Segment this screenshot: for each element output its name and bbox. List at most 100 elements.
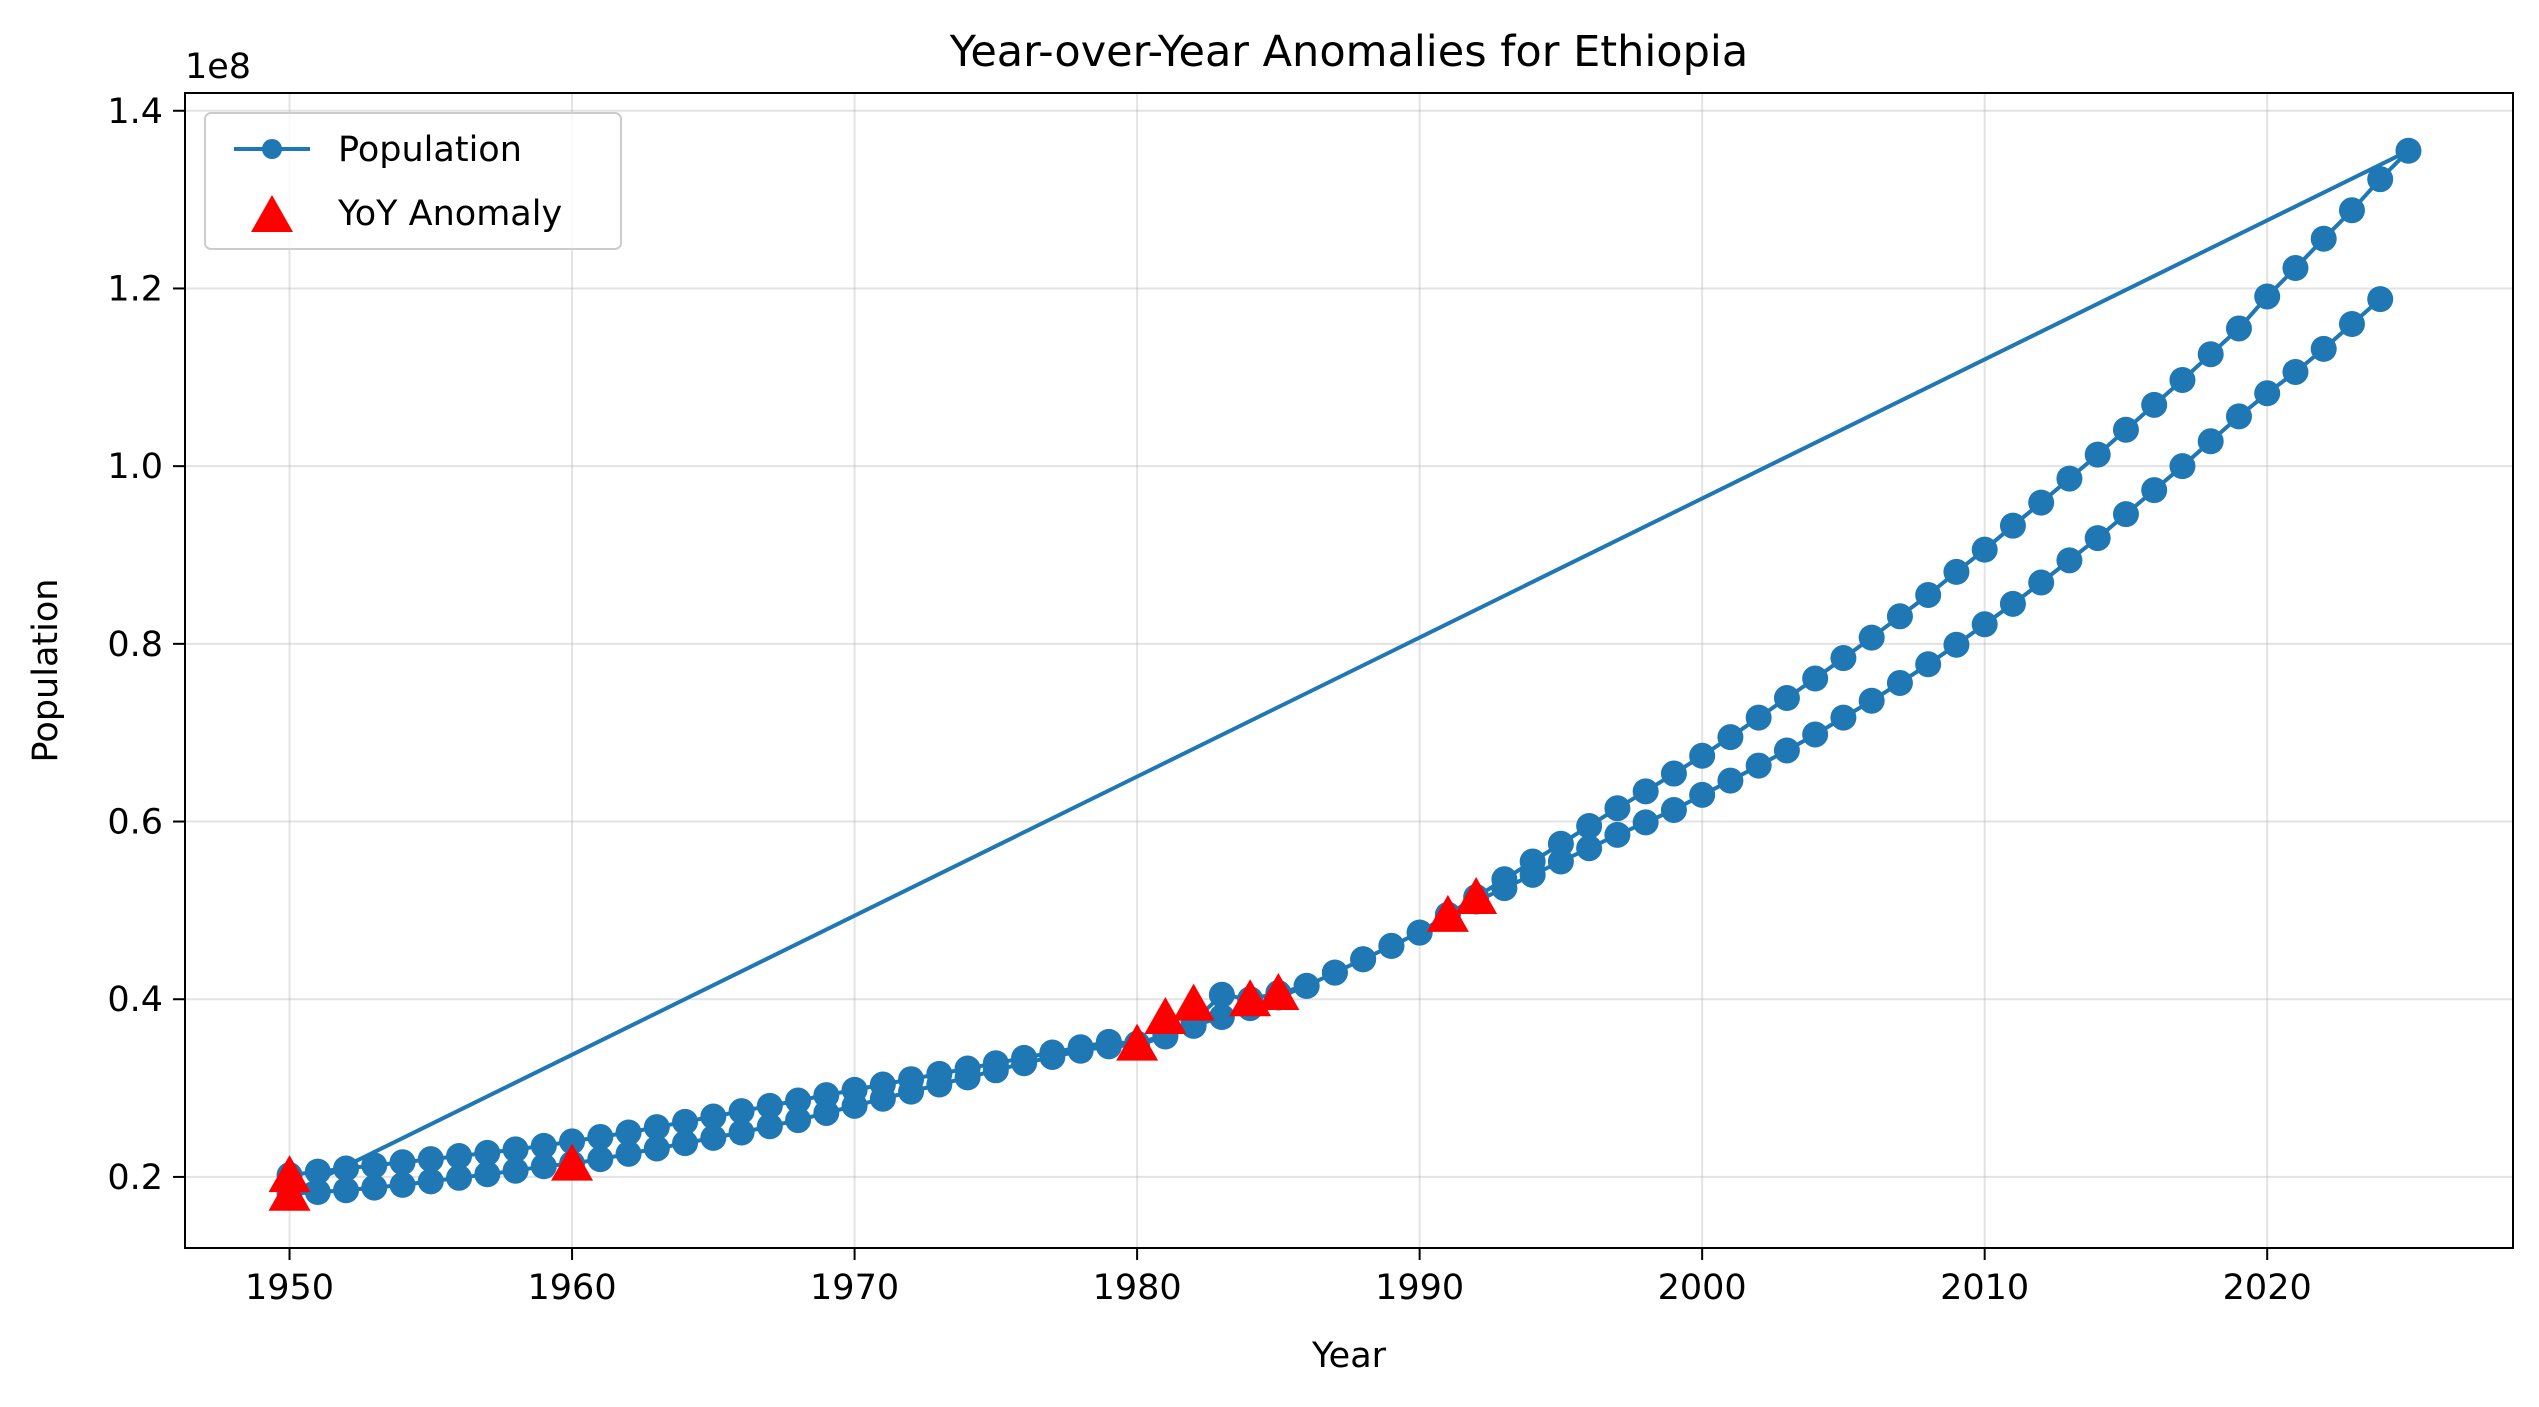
population-point (304, 1179, 331, 1206)
population-point (530, 1153, 557, 1180)
population-point (700, 1103, 727, 1130)
population-point (1943, 631, 1970, 658)
population-point (2028, 569, 2055, 596)
population-point (2169, 366, 2196, 393)
population-point (2254, 283, 2281, 310)
population-point (2282, 358, 2309, 385)
population-point (1999, 590, 2026, 617)
population-point (2310, 225, 2337, 252)
population-point (1547, 830, 1574, 857)
population-point (728, 1119, 755, 1146)
population-point (1802, 721, 1829, 748)
population-point (2112, 416, 2139, 443)
population-point (615, 1140, 642, 1167)
population-point (1632, 809, 1659, 836)
y-tick-label: 0.8 (107, 625, 163, 665)
population-point (785, 1087, 812, 1114)
population-point (2084, 525, 2111, 552)
population-point (1858, 624, 1885, 651)
population-point (361, 1152, 388, 1179)
anomaly-point (1116, 1023, 1159, 1061)
population-markers (276, 137, 2422, 1207)
population-point (1491, 875, 1518, 902)
x-tick-label: 1950 (245, 1268, 334, 1308)
population-point (2084, 441, 2111, 468)
population-point (1321, 959, 1348, 986)
legend-anomaly-marker (251, 195, 293, 232)
population-point (446, 1164, 473, 1191)
x-tick-label: 1960 (528, 1268, 617, 1308)
population-point (1547, 848, 1574, 875)
population-point (2225, 403, 2252, 430)
y-axis-offset-label: 1e8 (185, 47, 251, 87)
anomaly-point (1426, 894, 1469, 932)
population-point (728, 1098, 755, 1125)
population-point (672, 1108, 699, 1135)
population-point (2395, 137, 2422, 164)
population-point (1773, 737, 1800, 764)
population-point (869, 1085, 896, 1112)
population-point (502, 1157, 529, 1184)
population-point (1830, 645, 1857, 672)
population-point (1717, 767, 1744, 794)
population-point (1095, 1033, 1122, 1060)
population-point (700, 1124, 727, 1151)
population-point (1039, 1043, 1066, 1070)
population-point (1660, 760, 1687, 787)
population-point (954, 1064, 981, 1091)
y-tick-label: 0.6 (107, 803, 163, 843)
population-point (1208, 1004, 1235, 1030)
population-point (1519, 861, 1546, 888)
population-point (1604, 821, 1631, 848)
population-point (2197, 428, 2224, 455)
population-point (643, 1135, 670, 1162)
x-axis-ticks: 1950 1960 1970 1980 1990 2000 2010 2020 (245, 1248, 2312, 1308)
population-point (389, 1171, 416, 1198)
population-point (2056, 547, 2083, 574)
population-point (389, 1149, 416, 1176)
anomaly-point (1455, 877, 1498, 915)
anomaly-point (1257, 973, 1300, 1011)
population-point (2056, 465, 2083, 492)
population-point (841, 1092, 868, 1119)
population-point (1067, 1037, 1094, 1064)
population-point (1208, 981, 1235, 1008)
population-point (643, 1114, 670, 1141)
population-point (446, 1143, 473, 1170)
population-point (1689, 781, 1716, 808)
population-point (1660, 796, 1687, 823)
population-point (1576, 812, 1603, 839)
population-point (333, 1177, 360, 1204)
population-point (813, 1099, 840, 1126)
population-point (1858, 687, 1885, 714)
population-point (2141, 477, 2168, 504)
population-point (2112, 501, 2139, 528)
population-point (1971, 536, 1998, 563)
population-point (2367, 286, 2394, 313)
population-point (1717, 724, 1744, 751)
anomaly-point (551, 1143, 594, 1181)
population-point (1886, 603, 1913, 630)
x-tick-label: 1980 (1093, 1268, 1182, 1308)
population-point (1915, 651, 1942, 678)
anomaly-point (268, 1155, 311, 1193)
population-point (2367, 166, 2394, 193)
population-point (1915, 581, 1942, 608)
population-point (474, 1139, 501, 1166)
population-point (898, 1078, 925, 1105)
population-point (2310, 335, 2337, 362)
population-point (559, 1128, 586, 1155)
population-point (672, 1130, 699, 1157)
legend: Population YoY Anomaly (204, 112, 622, 250)
population-point (1971, 611, 1998, 638)
y-axis-label: Population (26, 579, 66, 763)
population-point (615, 1119, 642, 1146)
population-point (1886, 669, 1913, 696)
legend-label-anomaly: YoY Anomaly (337, 194, 562, 234)
population-point (1576, 835, 1603, 862)
legend-population-marker (262, 139, 282, 159)
y-tick-label: 1.0 (107, 447, 163, 487)
population-point (2225, 315, 2252, 342)
population-point (2338, 311, 2365, 337)
population-point (1999, 512, 2026, 539)
